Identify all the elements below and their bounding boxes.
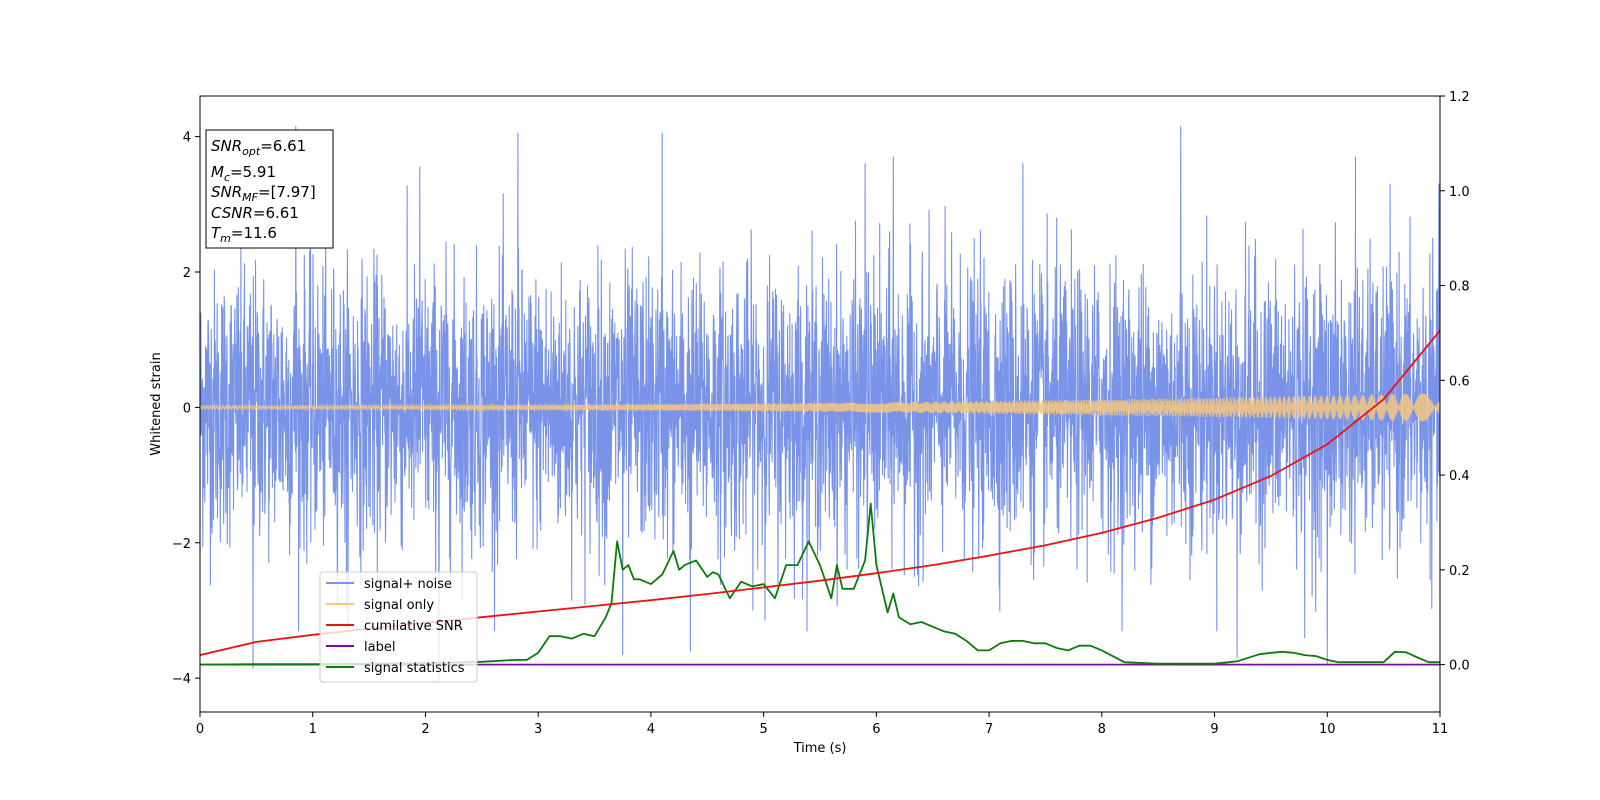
y-axis-left: −4 −2 0 2 4	[172, 131, 200, 687]
series-signal-statistics	[200, 502, 1440, 666]
y-tick-label: 2	[183, 266, 191, 281]
legend-label-cumulative-snr: cumilative SNR	[364, 619, 463, 634]
y2-tick-label: 0.6	[1449, 374, 1470, 389]
legend-label-signal-statistics: signal statistics	[364, 661, 465, 676]
stats-tm-sub: m	[220, 232, 231, 245]
stats-box: SNRopt=6.61 Mc=5.91 SNRMF=[7.97] CSNR=6.…	[205, 129, 334, 249]
x-tick-label: 0	[196, 722, 204, 737]
y-tick-label: 0	[183, 401, 191, 416]
series-signal-only	[200, 393, 1440, 422]
stats-snr-opt-sub: opt	[242, 145, 261, 158]
y2-tick-label: 0.8	[1449, 280, 1470, 295]
stats-tm-value: =11.6	[231, 224, 277, 242]
y2-tick-label: 1.2	[1449, 90, 1470, 105]
y-tick-label: −2	[172, 537, 191, 552]
plot-frame	[199, 95, 1441, 713]
stats-csnr: CSNR=6.61	[211, 204, 299, 222]
y-tick-label: −4	[172, 672, 191, 687]
y2-tick-label: 0.2	[1449, 564, 1470, 579]
legend-frame	[319, 571, 478, 683]
x-tick-label: 5	[759, 722, 767, 737]
stats-snr-opt-value: =6.61	[260, 137, 306, 155]
x-tick-label: 3	[534, 722, 542, 737]
y-axis-label: Whitened strain	[149, 352, 164, 455]
stats-mc-sub: c	[224, 171, 230, 184]
x-tick-label: 6	[872, 722, 880, 737]
y-axis-right: 0.0 0.2 0.4 0.6 0.8 1.0 1.2	[1440, 90, 1470, 674]
stats-snr-mf: SNRMF=[7.97]	[211, 183, 316, 204]
x-axis: 0 1 2 3 4 5 6 7 8 9 10 11	[196, 712, 1448, 737]
x-tick-label: 7	[985, 722, 993, 737]
x-tick-label: 1	[309, 722, 317, 737]
x-tick-label: 2	[421, 722, 429, 737]
stats-box-frame	[205, 129, 334, 249]
stats-mc-symbol: M	[211, 163, 224, 181]
y2-tick-label: 1.0	[1449, 185, 1470, 200]
stats-tm-symbol: T	[211, 224, 222, 242]
stats-mc: Mc=5.91	[211, 163, 276, 184]
legend-label-signal-noise: signal+ noise	[364, 577, 452, 592]
legend-label-label: label	[364, 640, 395, 655]
stats-snr-opt-symbol: SNR	[211, 137, 242, 155]
stats-snr-mf-sub: MF	[242, 191, 258, 204]
stats-csnr-symbol: CSNR	[211, 204, 253, 222]
y2-tick-label: 0.0	[1449, 659, 1470, 674]
x-tick-label: 8	[1098, 722, 1106, 737]
stats-snr-mf-value: =[7.97]	[258, 183, 316, 201]
legend-label-signal-only: signal only	[364, 598, 434, 613]
stats-tm: Tm=11.6	[211, 224, 277, 245]
x-axis-label: Time (s)	[793, 741, 847, 756]
x-tick-label: 10	[1319, 722, 1336, 737]
stats-mc-value: =5.91	[230, 163, 276, 181]
x-tick-label: 4	[647, 722, 655, 737]
stats-csnr-value: =6.61	[253, 204, 299, 222]
x-tick-label: 9	[1210, 722, 1218, 737]
y2-tick-label: 0.4	[1449, 469, 1470, 484]
stats-snr-opt: SNRopt=6.61	[211, 137, 306, 158]
legend: signal+ noise signal only cumilative SNR…	[319, 571, 478, 683]
x-tick-label: 11	[1432, 722, 1449, 737]
stats-snr-mf-symbol: SNR	[211, 183, 242, 201]
y-tick-label: 4	[183, 131, 191, 146]
